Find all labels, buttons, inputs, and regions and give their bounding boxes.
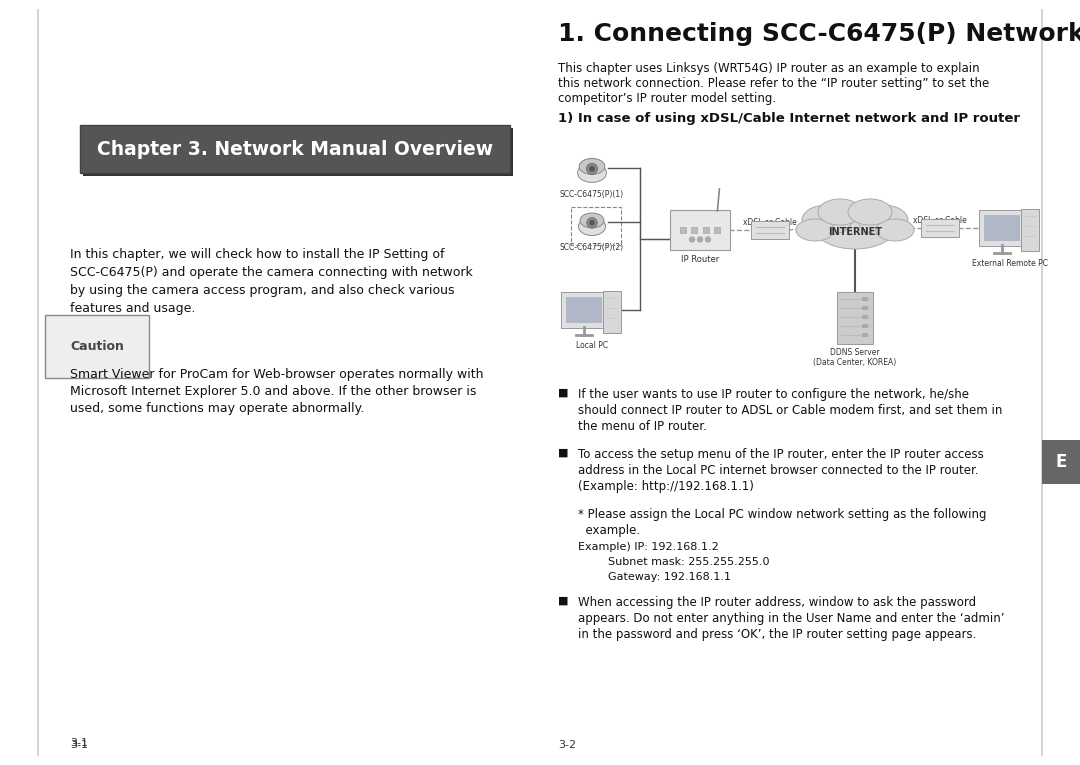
Text: In this chapter, we will check how to install the IP Setting of: In this chapter, we will check how to in… bbox=[70, 248, 445, 261]
Text: Caution: Caution bbox=[70, 340, 124, 353]
FancyBboxPatch shape bbox=[80, 125, 510, 173]
Ellipse shape bbox=[578, 163, 606, 182]
Circle shape bbox=[586, 163, 597, 174]
FancyBboxPatch shape bbox=[751, 221, 789, 239]
Circle shape bbox=[689, 237, 694, 242]
FancyBboxPatch shape bbox=[691, 227, 698, 233]
FancyBboxPatch shape bbox=[862, 306, 868, 310]
FancyBboxPatch shape bbox=[679, 227, 686, 233]
Ellipse shape bbox=[858, 205, 908, 235]
Text: This chapter uses Linksys (WRT54G) IP router as an example to explain: This chapter uses Linksys (WRT54G) IP ro… bbox=[558, 62, 980, 75]
Text: Smart Viewer for ProCam for Web-browser operates normally with: Smart Viewer for ProCam for Web-browser … bbox=[70, 368, 484, 381]
Text: competitor’s IP router model setting.: competitor’s IP router model setting. bbox=[558, 92, 777, 105]
Text: If the user wants to use IP router to configure the network, he/she: If the user wants to use IP router to co… bbox=[578, 388, 969, 401]
Text: should connect IP router to ADSL or Cable modem first, and set them in: should connect IP router to ADSL or Cabl… bbox=[578, 404, 1002, 417]
Text: To access the setup menu of the IP router, enter the IP router access: To access the setup menu of the IP route… bbox=[578, 448, 984, 461]
FancyBboxPatch shape bbox=[862, 315, 868, 319]
FancyBboxPatch shape bbox=[862, 324, 868, 328]
Text: 3-1: 3-1 bbox=[70, 738, 87, 748]
Text: SCC-C6475(P) and operate the camera connecting with network: SCC-C6475(P) and operate the camera conn… bbox=[70, 266, 473, 279]
FancyBboxPatch shape bbox=[921, 219, 959, 237]
Text: INTERNET: INTERNET bbox=[828, 227, 882, 237]
Text: Gateway: 192.168.1.1: Gateway: 192.168.1.1 bbox=[608, 572, 731, 582]
FancyBboxPatch shape bbox=[566, 297, 602, 323]
Text: the menu of IP router.: the menu of IP router. bbox=[578, 420, 707, 433]
Text: Example) IP: 192.168.1.2: Example) IP: 192.168.1.2 bbox=[578, 542, 719, 552]
Ellipse shape bbox=[818, 199, 862, 225]
Text: 1) In case of using xDSL/Cable Internet network and IP router: 1) In case of using xDSL/Cable Internet … bbox=[558, 112, 1020, 125]
Text: IP Router: IP Router bbox=[680, 255, 719, 264]
Text: Chapter 3. Network Manual Overview: Chapter 3. Network Manual Overview bbox=[97, 139, 494, 158]
FancyBboxPatch shape bbox=[862, 333, 868, 337]
Circle shape bbox=[590, 220, 595, 226]
Ellipse shape bbox=[579, 158, 605, 174]
Ellipse shape bbox=[848, 199, 892, 225]
Text: External Remote PC: External Remote PC bbox=[972, 259, 1048, 268]
FancyBboxPatch shape bbox=[978, 210, 1025, 246]
Ellipse shape bbox=[580, 213, 604, 228]
Text: ■: ■ bbox=[558, 596, 568, 606]
Text: features and usage.: features and usage. bbox=[70, 302, 195, 315]
Text: address in the Local PC internet browser connected to the IP router.: address in the Local PC internet browser… bbox=[578, 464, 978, 477]
Text: used, some functions may operate abnormally.: used, some functions may operate abnorma… bbox=[70, 402, 364, 415]
Text: When accessing the IP router address, window to ask the password: When accessing the IP router address, wi… bbox=[578, 596, 976, 609]
FancyBboxPatch shape bbox=[984, 215, 1020, 241]
Text: Local PC: Local PC bbox=[576, 341, 608, 350]
Ellipse shape bbox=[796, 219, 834, 241]
Text: xDSL or Cable
Modem: xDSL or Cable Modem bbox=[743, 218, 797, 237]
Circle shape bbox=[698, 237, 702, 242]
Text: ■: ■ bbox=[558, 388, 568, 398]
Text: E: E bbox=[1055, 453, 1067, 471]
Text: example.: example. bbox=[578, 524, 640, 537]
FancyBboxPatch shape bbox=[83, 128, 513, 176]
Text: SCC-C6475(P)(1): SCC-C6475(P)(1) bbox=[559, 190, 624, 199]
Text: in the password and press ‘OK’, the IP router setting page appears.: in the password and press ‘OK’, the IP r… bbox=[578, 628, 976, 641]
Ellipse shape bbox=[579, 217, 606, 236]
Text: SCC-C6475(P)(2): SCC-C6475(P)(2) bbox=[559, 243, 624, 252]
FancyBboxPatch shape bbox=[703, 227, 708, 233]
FancyBboxPatch shape bbox=[862, 297, 868, 301]
Text: by using the camera access program, and also check various: by using the camera access program, and … bbox=[70, 284, 455, 297]
Text: this network connection. Please refer to the “IP router setting” to set the: this network connection. Please refer to… bbox=[558, 77, 989, 90]
Text: Subnet mask: 255.255.255.0: Subnet mask: 255.255.255.0 bbox=[608, 557, 769, 567]
Ellipse shape bbox=[876, 219, 914, 241]
Circle shape bbox=[586, 217, 597, 228]
Text: DDNS Server
(Data Center, KOREA): DDNS Server (Data Center, KOREA) bbox=[813, 348, 896, 367]
FancyBboxPatch shape bbox=[561, 292, 607, 328]
Ellipse shape bbox=[815, 207, 895, 249]
FancyBboxPatch shape bbox=[837, 292, 873, 344]
FancyBboxPatch shape bbox=[1021, 209, 1039, 251]
FancyBboxPatch shape bbox=[670, 210, 730, 250]
FancyBboxPatch shape bbox=[714, 227, 720, 233]
Text: Microsoft Internet Explorer 5.0 and above. If the other browser is: Microsoft Internet Explorer 5.0 and abov… bbox=[70, 385, 476, 398]
Circle shape bbox=[589, 166, 595, 171]
Text: xDSL or Cable
Modem: xDSL or Cable Modem bbox=[913, 216, 967, 236]
Text: 3-1: 3-1 bbox=[70, 740, 87, 750]
Text: 1. Connecting SCC-C6475(P) Network: 1. Connecting SCC-C6475(P) Network bbox=[558, 22, 1080, 46]
Text: * Please assign the Local PC window network setting as the following: * Please assign the Local PC window netw… bbox=[578, 508, 986, 521]
Text: (Example: http://192.168.1.1): (Example: http://192.168.1.1) bbox=[578, 480, 754, 493]
FancyBboxPatch shape bbox=[603, 291, 621, 333]
Ellipse shape bbox=[802, 205, 852, 235]
Text: ■: ■ bbox=[558, 448, 568, 458]
Text: appears. Do not enter anything in the User Name and enter the ‘admin’: appears. Do not enter anything in the Us… bbox=[578, 612, 1004, 625]
Circle shape bbox=[705, 237, 711, 242]
Text: 3-2: 3-2 bbox=[558, 740, 576, 750]
Bar bbox=[1042, 440, 1080, 484]
